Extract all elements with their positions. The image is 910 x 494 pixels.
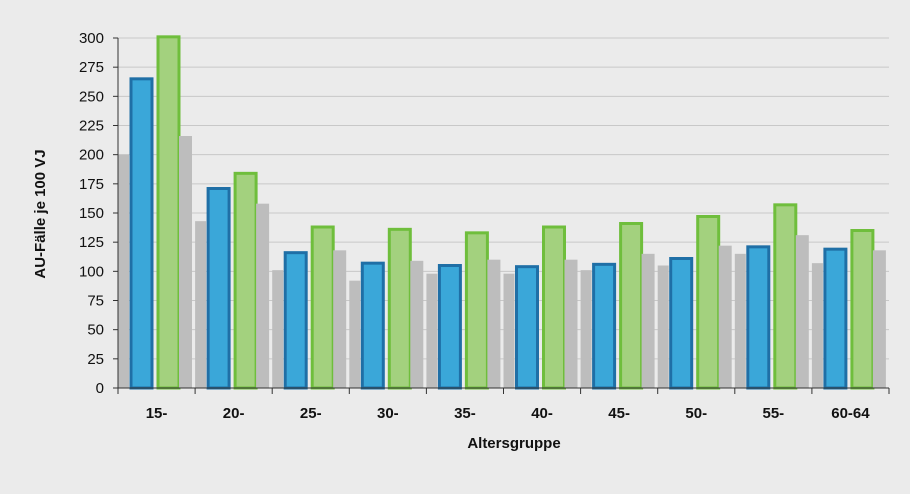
bar xyxy=(410,260,424,388)
bar xyxy=(206,187,231,390)
bar xyxy=(503,273,515,388)
x-tick-label: 50- xyxy=(685,405,707,422)
bar xyxy=(426,273,438,388)
bar xyxy=(487,259,501,388)
bar xyxy=(718,245,732,388)
y-tick-label: 300 xyxy=(79,30,104,47)
bar xyxy=(811,263,823,388)
x-tick-label: 40- xyxy=(531,405,553,422)
bar xyxy=(310,225,335,390)
bar xyxy=(657,265,669,388)
y-tick-label: 125 xyxy=(79,234,104,251)
bar xyxy=(515,265,539,390)
bar xyxy=(619,222,644,390)
bar xyxy=(795,235,809,388)
bar xyxy=(850,229,875,390)
bar xyxy=(283,251,308,390)
bar xyxy=(256,203,270,388)
axes xyxy=(113,37,890,394)
bar xyxy=(641,253,655,388)
bar xyxy=(195,221,207,388)
x-tick-label: 35- xyxy=(454,405,476,422)
bar xyxy=(272,270,284,388)
bar xyxy=(773,203,798,390)
bar xyxy=(872,250,886,388)
bar xyxy=(156,35,181,390)
y-tick-label: 0 xyxy=(96,380,104,397)
bar xyxy=(696,215,721,390)
y-axis-label: AU-Fälle je 100 VJ xyxy=(32,149,49,278)
y-tick-label: 175 xyxy=(79,176,104,193)
bar xyxy=(734,253,746,388)
x-tick-label: 45- xyxy=(608,405,630,422)
bar xyxy=(437,264,462,390)
y-tick-label: 50 xyxy=(87,322,104,339)
y-tick-label: 225 xyxy=(79,118,104,135)
x-tick-label: 60-64 xyxy=(831,405,870,422)
y-tick-label: 75 xyxy=(87,293,104,310)
y-tick-label: 200 xyxy=(79,147,104,164)
x-tick-labels: 15- 20- 25- 30- 35- 40- 45- 50- 55- 60-64 xyxy=(146,405,871,422)
bars xyxy=(118,35,886,390)
y-tick-label: 275 xyxy=(79,59,104,76)
bar xyxy=(580,270,592,388)
x-axis-label: Altersgruppe xyxy=(467,435,560,452)
x-tick-label: 30- xyxy=(377,405,399,422)
bar xyxy=(233,171,258,390)
x-tick-label: 25- xyxy=(300,405,322,422)
x-tick-label: 15- xyxy=(146,405,168,422)
bar xyxy=(349,280,361,388)
bar xyxy=(360,261,385,390)
bar xyxy=(669,257,694,390)
x-tick-label: 20- xyxy=(223,405,245,422)
bar xyxy=(564,259,578,388)
bar xyxy=(179,136,192,388)
x-tick-label: 55- xyxy=(763,405,785,422)
bar xyxy=(823,247,848,390)
y-tick-label: 25 xyxy=(87,351,104,368)
bar xyxy=(387,227,412,390)
bar xyxy=(464,231,489,390)
bar xyxy=(746,245,771,390)
y-tick-labels: 0 25 50 75 100 125 150 175 200 225 250 275 300 xyxy=(79,30,104,397)
bar xyxy=(129,77,154,390)
bar xyxy=(542,225,566,390)
bar xyxy=(592,262,617,390)
bar xyxy=(333,250,347,388)
y-tick-label: 250 xyxy=(79,88,104,105)
bar xyxy=(118,154,129,388)
y-tick-label: 100 xyxy=(79,263,104,280)
y-tick-label: 150 xyxy=(79,205,104,222)
